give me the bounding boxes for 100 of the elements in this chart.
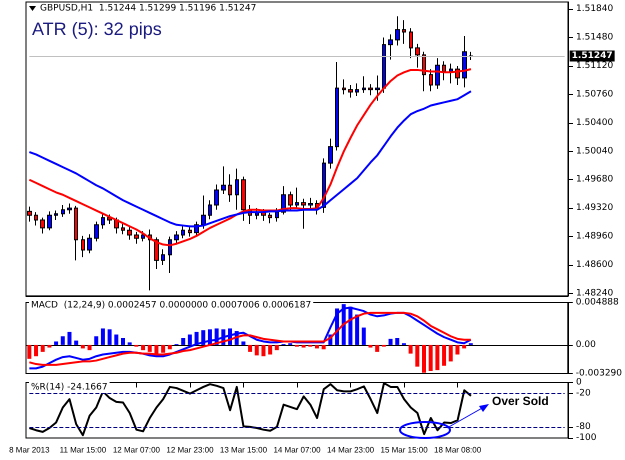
bar bbox=[88, 344, 92, 350]
candlestick bbox=[107, 214, 112, 224]
bar bbox=[188, 334, 192, 345]
bar bbox=[181, 338, 186, 345]
ref-line-label: 1.51247 bbox=[572, 50, 613, 61]
bar bbox=[462, 344, 466, 348]
x-tick-label: 15 Mar 15:00 bbox=[380, 446, 428, 454]
annotation: Over Sold bbox=[492, 394, 549, 408]
x-tick-label: 11 Mar 15:00 bbox=[60, 446, 107, 454]
bar bbox=[141, 344, 146, 350]
bar bbox=[261, 344, 266, 356]
bar bbox=[302, 344, 306, 348]
candlestick bbox=[295, 187, 299, 209]
bar bbox=[94, 336, 98, 345]
bar bbox=[422, 344, 426, 373]
candlestick bbox=[275, 208, 279, 222]
bar bbox=[108, 329, 112, 345]
bar bbox=[161, 344, 166, 353]
candlestick bbox=[168, 236, 172, 274]
bar bbox=[274, 344, 279, 350]
candlestick bbox=[402, 20, 406, 44]
bar bbox=[428, 344, 433, 371]
x-tick-label: 14 Mar 23:00 bbox=[326, 446, 375, 454]
y-tick-label: 1.51840 bbox=[576, 4, 614, 14]
candlestick bbox=[34, 212, 38, 226]
bar bbox=[314, 344, 319, 348]
candlestick bbox=[114, 217, 119, 234]
bar bbox=[120, 338, 125, 345]
annotation: ATR (5): 32 pips bbox=[32, 19, 162, 39]
candlestick bbox=[235, 168, 239, 210]
candlestick bbox=[87, 234, 92, 254]
bar bbox=[268, 344, 272, 354]
chart-title: %R(14) -24.1667 bbox=[31, 382, 108, 392]
y-tick-label: 1.50400 bbox=[576, 118, 614, 128]
bar bbox=[60, 336, 65, 345]
bar bbox=[415, 344, 420, 367]
candlestick bbox=[188, 226, 192, 238]
chart-title: GBPUSD,H1 1.51244 1.51299 1.51196 1.51247 bbox=[40, 4, 256, 14]
candlestick bbox=[54, 210, 58, 221]
x-tick-label: 18 Mar 08:00 bbox=[434, 446, 482, 454]
candlestick bbox=[214, 184, 219, 210]
y-tick-label: -80 bbox=[576, 422, 591, 432]
candlestick bbox=[335, 62, 339, 152]
candlestick bbox=[395, 16, 400, 46]
candlestick bbox=[61, 204, 65, 218]
bar bbox=[368, 344, 372, 348]
bar bbox=[435, 344, 440, 370]
y-tick-label: 1.49320 bbox=[576, 203, 614, 214]
candlestick bbox=[221, 166, 226, 194]
bar bbox=[254, 344, 259, 356]
y-tick-label: 0.004888 bbox=[576, 298, 620, 308]
candlestick bbox=[355, 82, 359, 97]
candlestick bbox=[81, 235, 85, 258]
bar bbox=[355, 314, 360, 345]
bar bbox=[442, 344, 446, 366]
y-tick-label: -100 bbox=[576, 433, 597, 443]
bar bbox=[241, 341, 246, 345]
bar bbox=[47, 344, 52, 348]
bar bbox=[395, 338, 400, 345]
candlestick bbox=[342, 78, 346, 95]
candlestick bbox=[67, 202, 72, 214]
candlestick bbox=[362, 76, 366, 94]
bar bbox=[114, 334, 118, 345]
candlestick bbox=[228, 174, 232, 202]
candlestick bbox=[308, 197, 313, 210]
candlestick bbox=[268, 212, 272, 224]
bar bbox=[322, 344, 326, 350]
candlestick bbox=[375, 74, 380, 102]
bar bbox=[168, 344, 172, 350]
candlestick bbox=[161, 248, 165, 266]
x-tick-label: 13 Mar 15:00 bbox=[220, 446, 268, 454]
bar bbox=[80, 344, 85, 348]
bar bbox=[67, 332, 72, 345]
candlestick bbox=[101, 212, 105, 230]
candlestick bbox=[74, 205, 78, 261]
bar bbox=[128, 342, 132, 345]
bar bbox=[408, 344, 413, 354]
bar bbox=[154, 344, 158, 354]
bar bbox=[54, 341, 58, 345]
y-tick-label: -20 bbox=[576, 388, 591, 399]
x-tick-label: 12 Mar 07:00 bbox=[112, 446, 161, 454]
candlestick bbox=[388, 34, 393, 60]
y-tick-label: 1.48240 bbox=[576, 288, 614, 298]
candlestick bbox=[241, 176, 246, 222]
candlestick bbox=[435, 58, 440, 90]
bar bbox=[248, 344, 252, 352]
candlestick bbox=[348, 84, 353, 98]
y-tick-label: 1.48960 bbox=[576, 232, 614, 242]
y-tick-label: 0 bbox=[576, 378, 582, 388]
x-tick-label: 8 Mar 2013 bbox=[9, 446, 50, 454]
bar bbox=[100, 328, 105, 345]
bar bbox=[40, 344, 45, 352]
bar bbox=[455, 344, 460, 354]
y-tick-label: 1.48600 bbox=[576, 260, 614, 270]
y-tick-label: 1.50760 bbox=[576, 89, 614, 100]
bar bbox=[74, 340, 78, 345]
bar bbox=[375, 344, 380, 352]
bar bbox=[34, 344, 38, 356]
candlestick bbox=[208, 200, 212, 220]
candlestick bbox=[47, 210, 52, 231]
